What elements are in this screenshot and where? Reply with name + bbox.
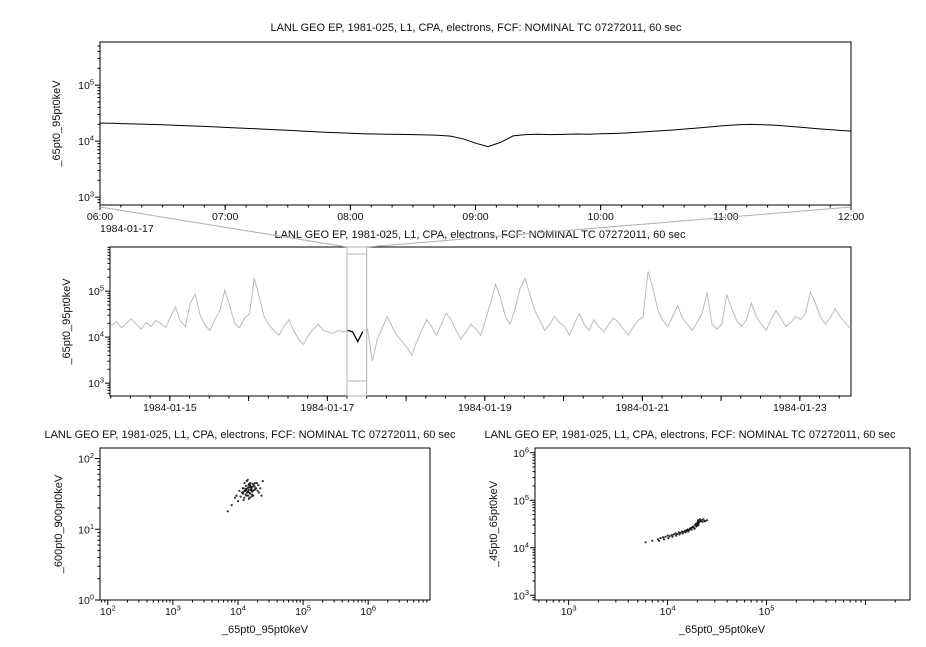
svg-text:1984-01-19: 1984-01-19 (458, 402, 512, 414)
panel-top-date-context-label: 1984-01-17 (100, 223, 154, 235)
panel-bottom-left-scatter: LANL GEO EP, 1981-025, L1, CPA, electron… (44, 429, 456, 636)
panel-bottom-left-title: LANL GEO EP, 1981-025, L1, CPA, electron… (44, 429, 456, 441)
svg-text:1984-01-15: 1984-01-15 (143, 402, 197, 414)
panel-bottom-right-plot-area[interactable]: 103 104 105 103 104 105 106 (513, 445, 911, 619)
svg-text:103: 103 (561, 604, 577, 619)
svg-text:12:00: 12:00 (838, 211, 864, 223)
highlight-polyline (347, 329, 364, 344)
panel-middle-y-axis-label: _65pt0_95pt0keV (61, 278, 73, 366)
svg-text:106: 106 (513, 445, 529, 460)
svg-text:102: 102 (78, 451, 94, 466)
svg-text:104: 104 (78, 134, 94, 149)
svg-text:06:00: 06:00 (87, 211, 113, 223)
panel-middle-context-timeseries: LANL GEO EP, 1981-025, L1, CPA, electron… (61, 229, 852, 414)
svg-text:1984-01-21: 1984-01-21 (615, 402, 669, 414)
zoom-connector-right (366, 206, 852, 248)
panel-top-timeseries: LANL GEO EP, 1981-025, L1, CPA, electron… (51, 22, 864, 235)
panel-bottom-right-x-axis-label: _65pt0_95pt0keV (678, 624, 766, 636)
series-polyline (99, 122, 852, 148)
svg-text:105: 105 (295, 604, 311, 619)
svg-text:105: 105 (78, 78, 94, 93)
data-series (111, 271, 851, 362)
svg-text:103: 103 (165, 604, 181, 619)
zoom-context-box[interactable] (346, 246, 368, 397)
svg-text:103: 103 (78, 190, 94, 205)
panel-top-title: LANL GEO EP, 1981-025, L1, CPA, electron… (270, 22, 682, 34)
panel-bottom-right-y-axis-label: _45pt0_65pt0keV (488, 480, 500, 568)
svg-text:102: 102 (100, 604, 116, 619)
svg-text:105: 105 (759, 604, 775, 619)
svg-text:07:00: 07:00 (212, 211, 238, 223)
data-series (99, 122, 852, 148)
panel-bottom-left-plot-area[interactable]: 102 103 104 105 106 100 101 102 (78, 447, 431, 619)
svg-text:08:00: 08:00 (337, 211, 363, 223)
svg-text:1984-01-17: 1984-01-17 (300, 402, 354, 414)
svg-text:1984-01-23: 1984-01-23 (773, 402, 827, 414)
svg-text:104: 104 (88, 330, 104, 345)
svg-text:09:00: 09:00 (462, 211, 488, 223)
svg-text:103: 103 (513, 588, 529, 603)
svg-text:105: 105 (88, 284, 104, 299)
axes[interactable]: 1984-01-15 1984-01-17 1984-01-19 1984-01-21… (88, 246, 852, 414)
panel-middle-title: LANL GEO EP, 1981-025, L1, CPA, electron… (274, 229, 686, 241)
svg-text:101: 101 (78, 522, 94, 537)
series-polyline (111, 271, 851, 362)
svg-text:104: 104 (513, 540, 529, 555)
svg-text:105: 105 (513, 493, 529, 508)
data-series (226, 478, 264, 513)
axes[interactable]: 102 103 104 105 106 100 101 102 (78, 447, 431, 619)
panel-top-plot-area[interactable]: 06:0007:0008:0009:0010:0011:0012:0010310… (78, 41, 864, 223)
svg-text:100: 100 (78, 593, 94, 608)
panel-bottom-left-x-axis-label: _65pt0_95pt0keV (221, 624, 309, 636)
panel-middle-plot-area[interactable]: 1984-01-15 1984-01-17 1984-01-19 1984-01-21… (88, 246, 852, 414)
zoom-connector-left (99, 206, 348, 248)
svg-text:10:00: 10:00 (588, 211, 614, 223)
svg-text:104: 104 (660, 604, 676, 619)
data-series (644, 518, 709, 544)
svg-text:103: 103 (88, 376, 104, 391)
axes[interactable]: 103 104 105 103 104 105 106 (513, 445, 911, 619)
axes[interactable]: 06:0007:0008:0009:0010:0011:0012:0010310… (78, 41, 864, 223)
panel-bottom-right-scatter: LANL GEO EP, 1981-025, L1, CPA, electron… (484, 429, 911, 636)
panel-bottom-right-title: LANL GEO EP, 1981-025, L1, CPA, electron… (484, 429, 896, 441)
zoom-connector-overlay (99, 206, 852, 248)
panel-bottom-left-y-axis-label: _600pt0_900pt0keV (53, 474, 65, 574)
panel-top-y-axis-label: _65pt0_95pt0keV (51, 80, 63, 168)
svg-text:104: 104 (230, 604, 246, 619)
svg-text:106: 106 (360, 604, 376, 619)
